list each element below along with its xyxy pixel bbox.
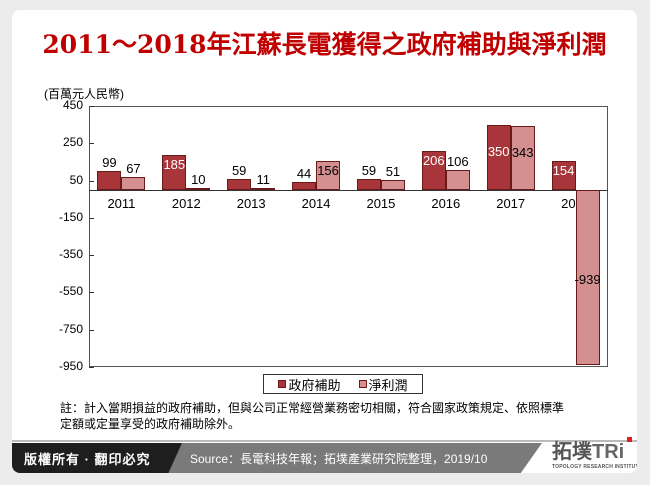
- logo-cn: 拓墣: [552, 441, 592, 463]
- y-tick-label: 50: [69, 172, 83, 187]
- bar-value-label: 206: [422, 153, 445, 169]
- x-tick-label: 2016: [431, 195, 461, 211]
- y-tick-mark: [89, 292, 94, 294]
- bar-value-label: 185: [163, 157, 186, 173]
- bar-value-label: 11: [256, 171, 270, 187]
- logo-wordmark: 拓墣TRi: [552, 435, 632, 464]
- y-tick-label: -150: [58, 209, 83, 224]
- bar-government-subsidy: [486, 124, 511, 190]
- bar-government-subsidy: [551, 161, 576, 190]
- y-tick-label: -550: [58, 284, 83, 299]
- y-tick-mark: [89, 255, 94, 257]
- bar-value-label: 106: [446, 154, 469, 170]
- x-tick-label: 2017: [496, 195, 526, 211]
- bar-net-profit: [186, 188, 211, 191]
- logo-subtitle: TOPOLOGY RESEARCH INSTITUTE: [552, 464, 637, 470]
- y-tick-label: 250: [62, 135, 83, 150]
- zero-baseline: [89, 189, 608, 191]
- y-tick-label: -750: [58, 321, 83, 336]
- footer-copyright-band: [12, 443, 182, 473]
- logo-tri: TRi: [592, 441, 625, 463]
- bar-value-label: 99: [102, 155, 117, 171]
- bar-government-subsidy: [421, 151, 446, 190]
- bar-net-profit: [121, 177, 146, 190]
- legend-swatch-government-subsidy: [278, 380, 287, 388]
- x-tick-label: 2012: [171, 195, 201, 211]
- bar-net-profit: [316, 160, 341, 190]
- y-tick-mark: [89, 180, 94, 182]
- footnote-line-1: 註：計入當期損益的政府補助，但與公司正常經營業務密切相關，符合國家政策規定、依照…: [60, 401, 565, 415]
- y-tick-label: -950: [58, 359, 83, 373]
- chart-legend: 政府補助 淨利潤: [263, 374, 423, 394]
- bar-value-label: -939: [574, 272, 601, 288]
- bar-net-profit: [380, 180, 405, 190]
- x-tick-label: 2015: [366, 195, 396, 211]
- y-tick-mark: [89, 106, 94, 107]
- legend-swatch-net-profit: [358, 380, 367, 388]
- bar-value-label: 44: [296, 165, 312, 181]
- legend-label-government-subsidy: 政府補助: [288, 377, 341, 393]
- tri-logo: 拓墣TRi TOPOLOGY RESEARCH INSTITUTE: [552, 435, 637, 471]
- logo-red-dot-icon: [627, 437, 632, 442]
- bar-value-label: 51: [385, 164, 401, 180]
- y-tick-mark: [89, 143, 94, 145]
- footnote-line-2: 定額或定量享受的政府補助除外。: [60, 417, 241, 431]
- bar-value-label: 343: [511, 145, 534, 161]
- bar-net-profit: [251, 187, 276, 190]
- y-tick-mark: [89, 217, 94, 219]
- bar-government-subsidy: [97, 171, 122, 190]
- x-tick-label: 2014: [301, 195, 331, 211]
- y-tick-mark: [89, 329, 94, 331]
- bar-value-label: 350: [487, 144, 510, 160]
- bar-government-subsidy: [356, 178, 381, 190]
- footnote: 註：計入當期損益的政府補助，但與公司正常經營業務密切相關，符合國家政策規定、依照…: [60, 400, 620, 432]
- bar-value-label: 154: [552, 163, 575, 179]
- x-tick-label: 2013: [236, 195, 266, 211]
- bar-government-subsidy: [292, 181, 317, 190]
- bar-net-profit: [510, 125, 535, 190]
- bar-value-label: 156: [317, 162, 339, 178]
- bar-value-label: 59: [231, 162, 247, 178]
- legend-item-government-subsidy: 政府補助: [278, 375, 341, 394]
- x-tick-label: 2011: [107, 195, 136, 211]
- bar-net-profit: [575, 189, 600, 365]
- plot-area: [89, 106, 608, 367]
- copyright-text: 版權所有 · 翻印必究: [24, 452, 151, 467]
- bar-government-subsidy: [162, 155, 187, 190]
- legend-label-net-profit: 淨利潤: [368, 377, 408, 393]
- chart-title: 2011～2018年江蘇長電獲得之政府補助與淨利潤: [42, 30, 607, 59]
- bar-value-label: 59: [361, 162, 377, 178]
- y-tick-label: -350: [58, 247, 83, 262]
- bar-net-profit: [445, 170, 470, 190]
- source-text: Source：長電科技年報；拓墣產業研究院整理，2019/10: [190, 452, 488, 466]
- legend-item-net-profit: 淨利潤: [358, 375, 408, 394]
- y-tick-label: 450: [62, 98, 83, 112]
- footer-divider: [12, 440, 637, 442]
- chart-card: 2011～2018年江蘇長電獲得之政府補助與淨利潤 (百萬元人民幣) 450 25…: [12, 10, 637, 473]
- y-axis-unit-label: (百萬元人民幣): [44, 87, 124, 101]
- footer: 版權所有 · 翻印必究 Source：長電科技年報；拓墣產業研究院整理，2019…: [12, 437, 637, 473]
- bar-value-label: 10: [191, 172, 206, 188]
- bar-government-subsidy: [227, 178, 252, 190]
- bar-value-label: 67: [126, 161, 141, 177]
- y-tick-mark: [89, 367, 94, 368]
